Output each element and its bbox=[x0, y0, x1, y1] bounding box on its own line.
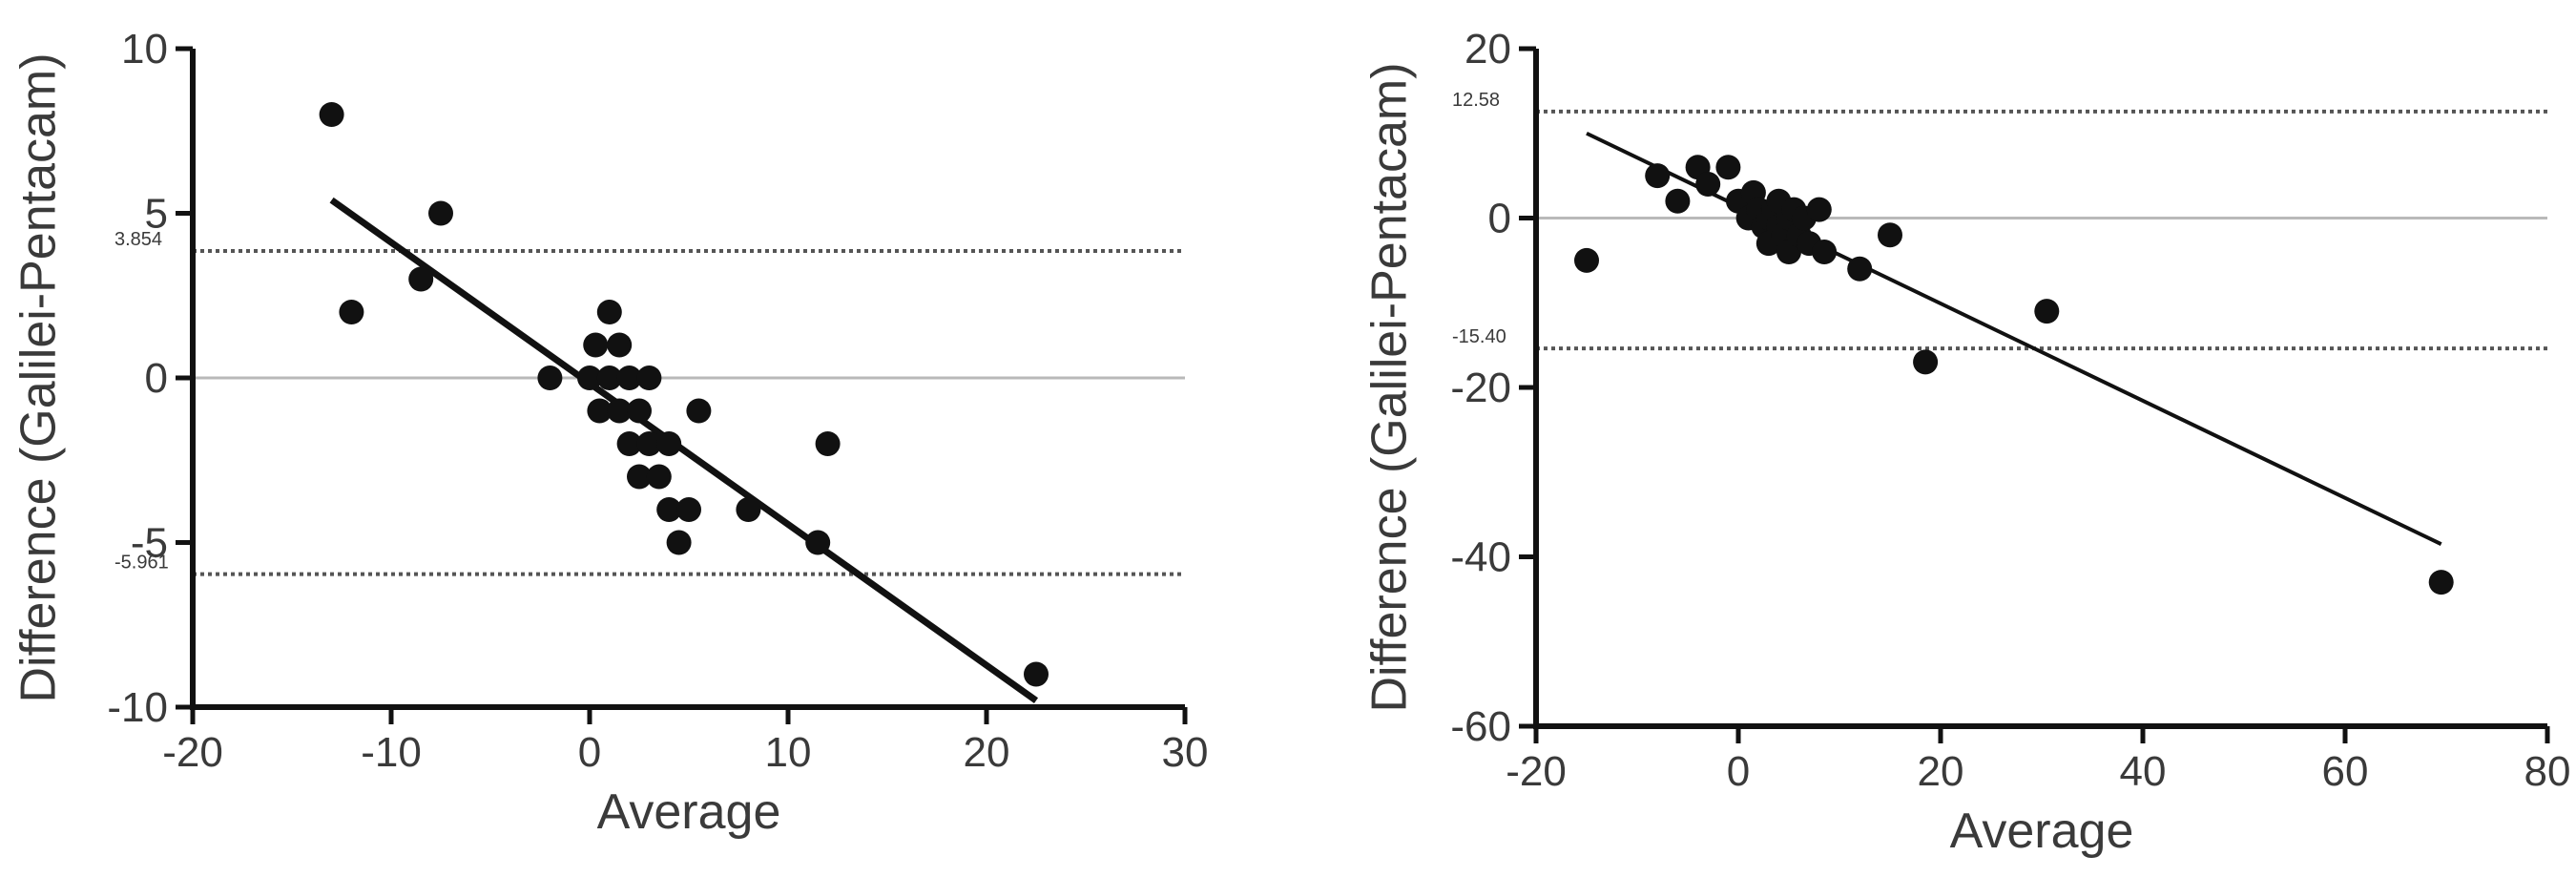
data-point bbox=[408, 266, 434, 292]
data-point bbox=[1806, 197, 1832, 222]
data-point bbox=[607, 332, 633, 358]
data-point bbox=[577, 365, 602, 390]
data-point bbox=[596, 300, 622, 324]
data-point bbox=[339, 300, 364, 324]
y-tick-label: -20 bbox=[1450, 365, 1511, 411]
data-point bbox=[537, 365, 563, 390]
data-point bbox=[676, 497, 701, 522]
chart-2: 12.58 -15.40 -60 -40 -20 0 20 -20 0 20 40 60 80 Avera… bbox=[1362, 26, 2571, 859]
limit-of-agreement-label: 12.58 bbox=[1452, 90, 1500, 111]
data-point bbox=[1024, 661, 1049, 687]
x-tick-label: 0 bbox=[1727, 748, 1750, 795]
x-axis-title: Average bbox=[1950, 804, 2134, 859]
data-point bbox=[1878, 222, 1902, 248]
x-tick-label: 40 bbox=[2120, 748, 2167, 795]
x-tick-label: 60 bbox=[2322, 748, 2369, 795]
data-point bbox=[646, 464, 672, 490]
data-point bbox=[1665, 188, 1691, 214]
y-tick-label: -10 bbox=[107, 684, 168, 731]
data-point bbox=[1574, 247, 1599, 273]
data-point bbox=[666, 530, 692, 555]
y-tick-label: -40 bbox=[1450, 534, 1511, 581]
y-tick-label: 10 bbox=[121, 26, 168, 73]
y-tick-label: -60 bbox=[1450, 703, 1511, 750]
y-tick-label: -5 bbox=[131, 520, 168, 567]
y-tick-label: 20 bbox=[1465, 26, 1511, 73]
regression-line bbox=[1586, 131, 2442, 546]
x-axis-title: Average bbox=[597, 784, 781, 840]
data-point bbox=[428, 200, 453, 226]
data-point bbox=[815, 431, 841, 456]
y-tick-label: 5 bbox=[145, 191, 168, 238]
data-point bbox=[2428, 570, 2454, 595]
data-point bbox=[607, 398, 633, 424]
y-tick-label: 0 bbox=[1488, 196, 1511, 242]
data-point bbox=[616, 431, 642, 456]
x-tick-label: 20 bbox=[1918, 748, 1964, 795]
data-point bbox=[1645, 163, 1671, 189]
data-point bbox=[1812, 240, 1838, 264]
x-tick-label: 30 bbox=[1162, 729, 1209, 776]
data-point bbox=[805, 530, 831, 555]
x-tick-label: 20 bbox=[964, 729, 1010, 776]
data-point bbox=[736, 497, 761, 522]
limit-of-agreement-label: -5.961 bbox=[114, 553, 169, 574]
data-point bbox=[2034, 299, 2060, 324]
y-tick-label: 0 bbox=[145, 355, 168, 402]
data-point bbox=[583, 332, 609, 358]
x-tick-label: -10 bbox=[361, 729, 422, 776]
limit-of-agreement-label: 3.854 bbox=[114, 229, 162, 250]
x-tick-label: -20 bbox=[162, 729, 223, 776]
data-point bbox=[1913, 349, 1939, 375]
data-point bbox=[636, 365, 662, 390]
data-point bbox=[656, 497, 682, 522]
data-point bbox=[686, 398, 712, 424]
x-tick-label: 10 bbox=[765, 729, 812, 776]
data-point bbox=[596, 365, 622, 390]
y-axis-title: Difference (Galilei-Pentacam) bbox=[11, 52, 67, 702]
data-point bbox=[636, 431, 662, 456]
data-point bbox=[627, 464, 652, 490]
regression-line bbox=[329, 197, 1039, 703]
data-point bbox=[627, 398, 652, 424]
x-tick-label: 0 bbox=[578, 729, 601, 776]
data-point bbox=[1695, 172, 1721, 197]
data-point bbox=[1715, 155, 1741, 180]
x-tick-label: -20 bbox=[1506, 748, 1567, 795]
x-tick-label: 80 bbox=[2524, 748, 2571, 795]
data-point bbox=[656, 431, 682, 456]
data-point bbox=[1847, 256, 1873, 282]
data-point bbox=[319, 102, 344, 127]
data-point bbox=[616, 365, 642, 390]
limit-of-agreement-label: -15.40 bbox=[1452, 326, 1506, 347]
data-point bbox=[587, 398, 613, 424]
y-axis-title: Difference (Galilei-Pentacam) bbox=[1362, 62, 1418, 712]
